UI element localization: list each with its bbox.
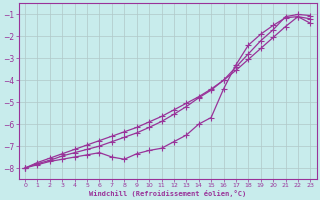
X-axis label: Windchill (Refroidissement éolien,°C): Windchill (Refroidissement éolien,°C) — [89, 190, 246, 197]
